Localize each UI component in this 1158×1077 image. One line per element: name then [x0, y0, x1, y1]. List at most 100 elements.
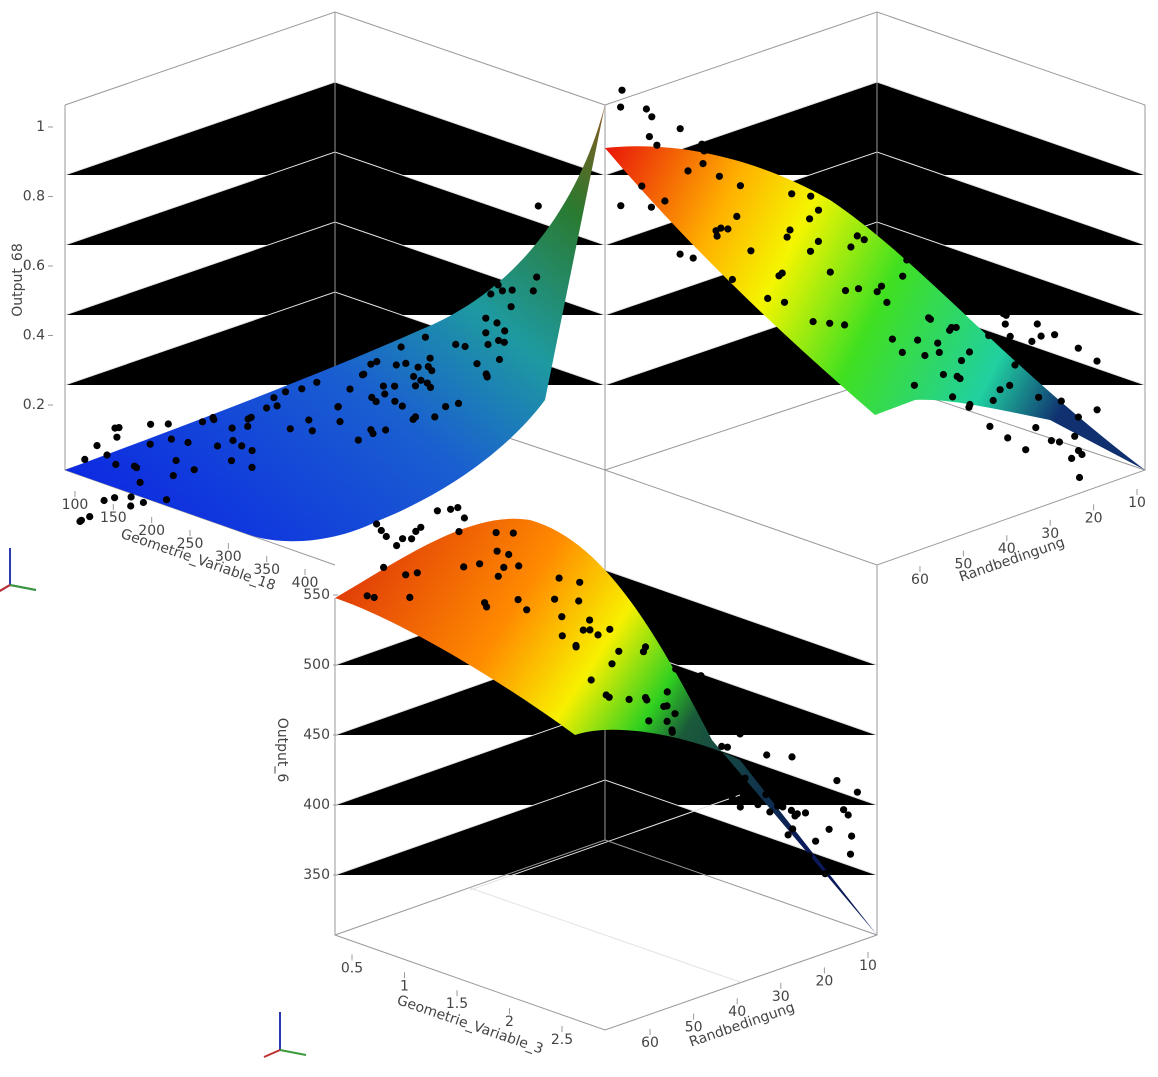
scatter-point [433, 507, 441, 515]
scatter-point [921, 351, 929, 360]
scatter-point [1035, 393, 1043, 401]
scatter-point [1047, 437, 1055, 445]
scatter-point [661, 197, 669, 205]
y-tick-label: 10 [1128, 495, 1146, 511]
scatter-point [713, 232, 721, 240]
scatter-point [473, 360, 481, 368]
scatter-point [676, 125, 684, 133]
scatter-point [1033, 320, 1041, 328]
scatter-point [507, 303, 515, 311]
scatter-point [935, 348, 943, 356]
y-tick-label: 20 [815, 973, 833, 989]
scatter-point [1006, 381, 1014, 389]
x-tick-label: 0.5 [341, 960, 363, 976]
scatter-point [998, 296, 1007, 304]
scatter-point [460, 514, 468, 522]
scatter-point [715, 172, 724, 180]
scatter-point [576, 578, 584, 586]
scatter-point [985, 332, 993, 340]
scatter-point [505, 550, 513, 559]
scatter-point [127, 502, 135, 510]
scatter-point [308, 427, 316, 435]
scatter-point [801, 809, 810, 817]
scatter-point [391, 397, 399, 405]
z-tick-label: 500 [303, 657, 330, 673]
scatter-point [103, 451, 111, 459]
scatter-point [606, 625, 614, 633]
scatter-point [238, 442, 246, 450]
y-tick-label: 40 [998, 541, 1016, 557]
scatter-point [764, 768, 772, 777]
scatter-point [1093, 357, 1101, 365]
scatter-point [382, 426, 390, 434]
scatter-point [736, 182, 745, 190]
z-tick-label: 0.6 [23, 258, 45, 274]
scatter-point [833, 777, 841, 785]
x-tick-label: 100 [62, 497, 89, 513]
scatter-point [786, 226, 794, 234]
x-tick-label: 1 [400, 978, 409, 994]
x-tick-label: 2 [505, 1014, 514, 1030]
scatter-point [227, 457, 236, 465]
scatter-point [86, 513, 94, 521]
scatter-point [380, 563, 388, 572]
scatter-point [460, 563, 468, 571]
scatter-point [728, 275, 737, 284]
scatter-point [965, 403, 973, 411]
scatter-point [645, 133, 654, 141]
scatter-point [213, 442, 222, 450]
scatter-point [498, 287, 506, 295]
scatter-point [617, 103, 625, 111]
scatter-point [147, 420, 155, 428]
scatter-point [846, 850, 855, 858]
scatter-point [1001, 320, 1009, 328]
scatter-point [455, 528, 463, 536]
surface [65, 105, 605, 542]
scatter-point [809, 318, 817, 326]
scatter-point [723, 743, 732, 751]
y-tick-label: 30 [1041, 526, 1059, 542]
scatter-point [417, 523, 425, 531]
scatter-point [270, 394, 278, 402]
z-tick-label: 350 [303, 867, 330, 883]
scatter-point [917, 252, 925, 260]
x-tick-label: 2.5 [551, 1032, 573, 1048]
scatter-point [899, 272, 907, 280]
scatter-point [953, 372, 961, 380]
scatter-point [139, 498, 147, 507]
scatter-point [853, 788, 862, 796]
scatter-point [162, 496, 171, 504]
scatter-point [360, 370, 368, 378]
scatter-point [841, 321, 849, 329]
scatter-point [821, 870, 829, 878]
z-axis-title: Output_68 [10, 243, 26, 316]
scatter-point [248, 463, 256, 471]
scatter-point [763, 751, 771, 759]
z-tick-label: 550 [303, 587, 330, 603]
x-tick-label: 300 [215, 549, 242, 565]
scatter-point [587, 676, 595, 684]
scatter-point [1022, 446, 1030, 454]
scatter-point [424, 363, 432, 371]
scatter-point [702, 702, 710, 710]
scatter-point [1004, 434, 1012, 442]
scatter-point [653, 141, 661, 149]
scatter-points [76, 86, 1101, 878]
scatter-point [586, 626, 594, 634]
scatter-point [952, 323, 960, 332]
scatter-point [368, 393, 376, 401]
scatter-point [377, 526, 385, 535]
scatter-point [718, 742, 726, 751]
scatter-point [572, 641, 580, 650]
scatter-point [672, 665, 680, 673]
scatter-point [529, 287, 537, 295]
z-tick-label: 0.2 [23, 397, 45, 413]
scatter-point [989, 396, 997, 405]
scatter-point [81, 455, 89, 463]
scatter-point [508, 286, 516, 294]
scatter-point [898, 348, 906, 356]
scatter-point [413, 569, 421, 577]
scatter-point [805, 852, 813, 860]
scatter-point [115, 424, 123, 432]
scatter-point [248, 447, 256, 455]
